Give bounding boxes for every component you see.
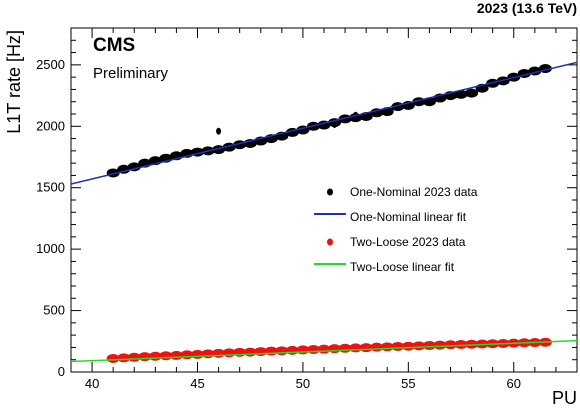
plot-area: 40 45 50 55 60 0 500 1000 1500 2000 2500 (36, 27, 578, 391)
x-tick-label: 45 (190, 376, 204, 391)
x-axis-title: PU (552, 388, 577, 408)
two-loose-2023-data-point (422, 340, 436, 350)
x-tick-label: 50 (296, 376, 310, 391)
two-loose-2023-data-point (454, 339, 468, 349)
x-tick-label: 55 (401, 376, 415, 391)
one-nominal-outlier-point (454, 90, 460, 98)
y-axis-title: L1T rate [Hz] (4, 30, 24, 134)
two-loose-2023-data-legend-label: Two-Loose 2023 data (350, 235, 466, 249)
two-loose-linear-fit-legend-label: Two-Loose linear fit (350, 260, 455, 274)
experiment-label: CMS (93, 35, 135, 56)
two-loose-2023-data-point (433, 340, 447, 350)
two-loose-2023-data-point (444, 340, 457, 350)
x-tick-label: 60 (507, 376, 521, 391)
legend: One-Nominal 2023 data One-Nominal linear … (314, 185, 478, 274)
data-layer (71, 61, 577, 363)
two-loose-2023-data-point (465, 339, 479, 349)
two-loose-2023-data-legend-marker (327, 238, 333, 246)
y-tick-label: 500 (43, 303, 65, 318)
two-loose-linear-fit-line (71, 339, 577, 363)
one-nominal-linear-fit-line (71, 61, 577, 185)
y-tick-label: 2000 (36, 118, 65, 133)
one-nominal-2023-data-legend-label: One-Nominal 2023 data (350, 185, 478, 199)
status-label: Preliminary (93, 65, 169, 82)
one-nominal-linear-fit-legend-label: One-Nominal linear fit (350, 210, 467, 224)
one-nominal-2023-data-point (465, 88, 479, 98)
one-nominal-2023-data-point (422, 97, 436, 107)
y-tick-label: 1500 (36, 180, 65, 195)
y-tick-label: 2500 (36, 57, 65, 72)
one-nominal-outlier-point (332, 120, 338, 128)
y-tick-label: 1000 (36, 241, 65, 256)
one-nominal-outlier-point (216, 127, 222, 135)
x-tick-label: 40 (85, 376, 99, 391)
one-nominal-2023-data-legend-marker (327, 188, 333, 196)
y-tick-label: 0 (58, 364, 65, 379)
two-loose-2023-data-point (106, 353, 120, 363)
energy-label: 2023 (13.6 TeV) (477, 0, 577, 16)
